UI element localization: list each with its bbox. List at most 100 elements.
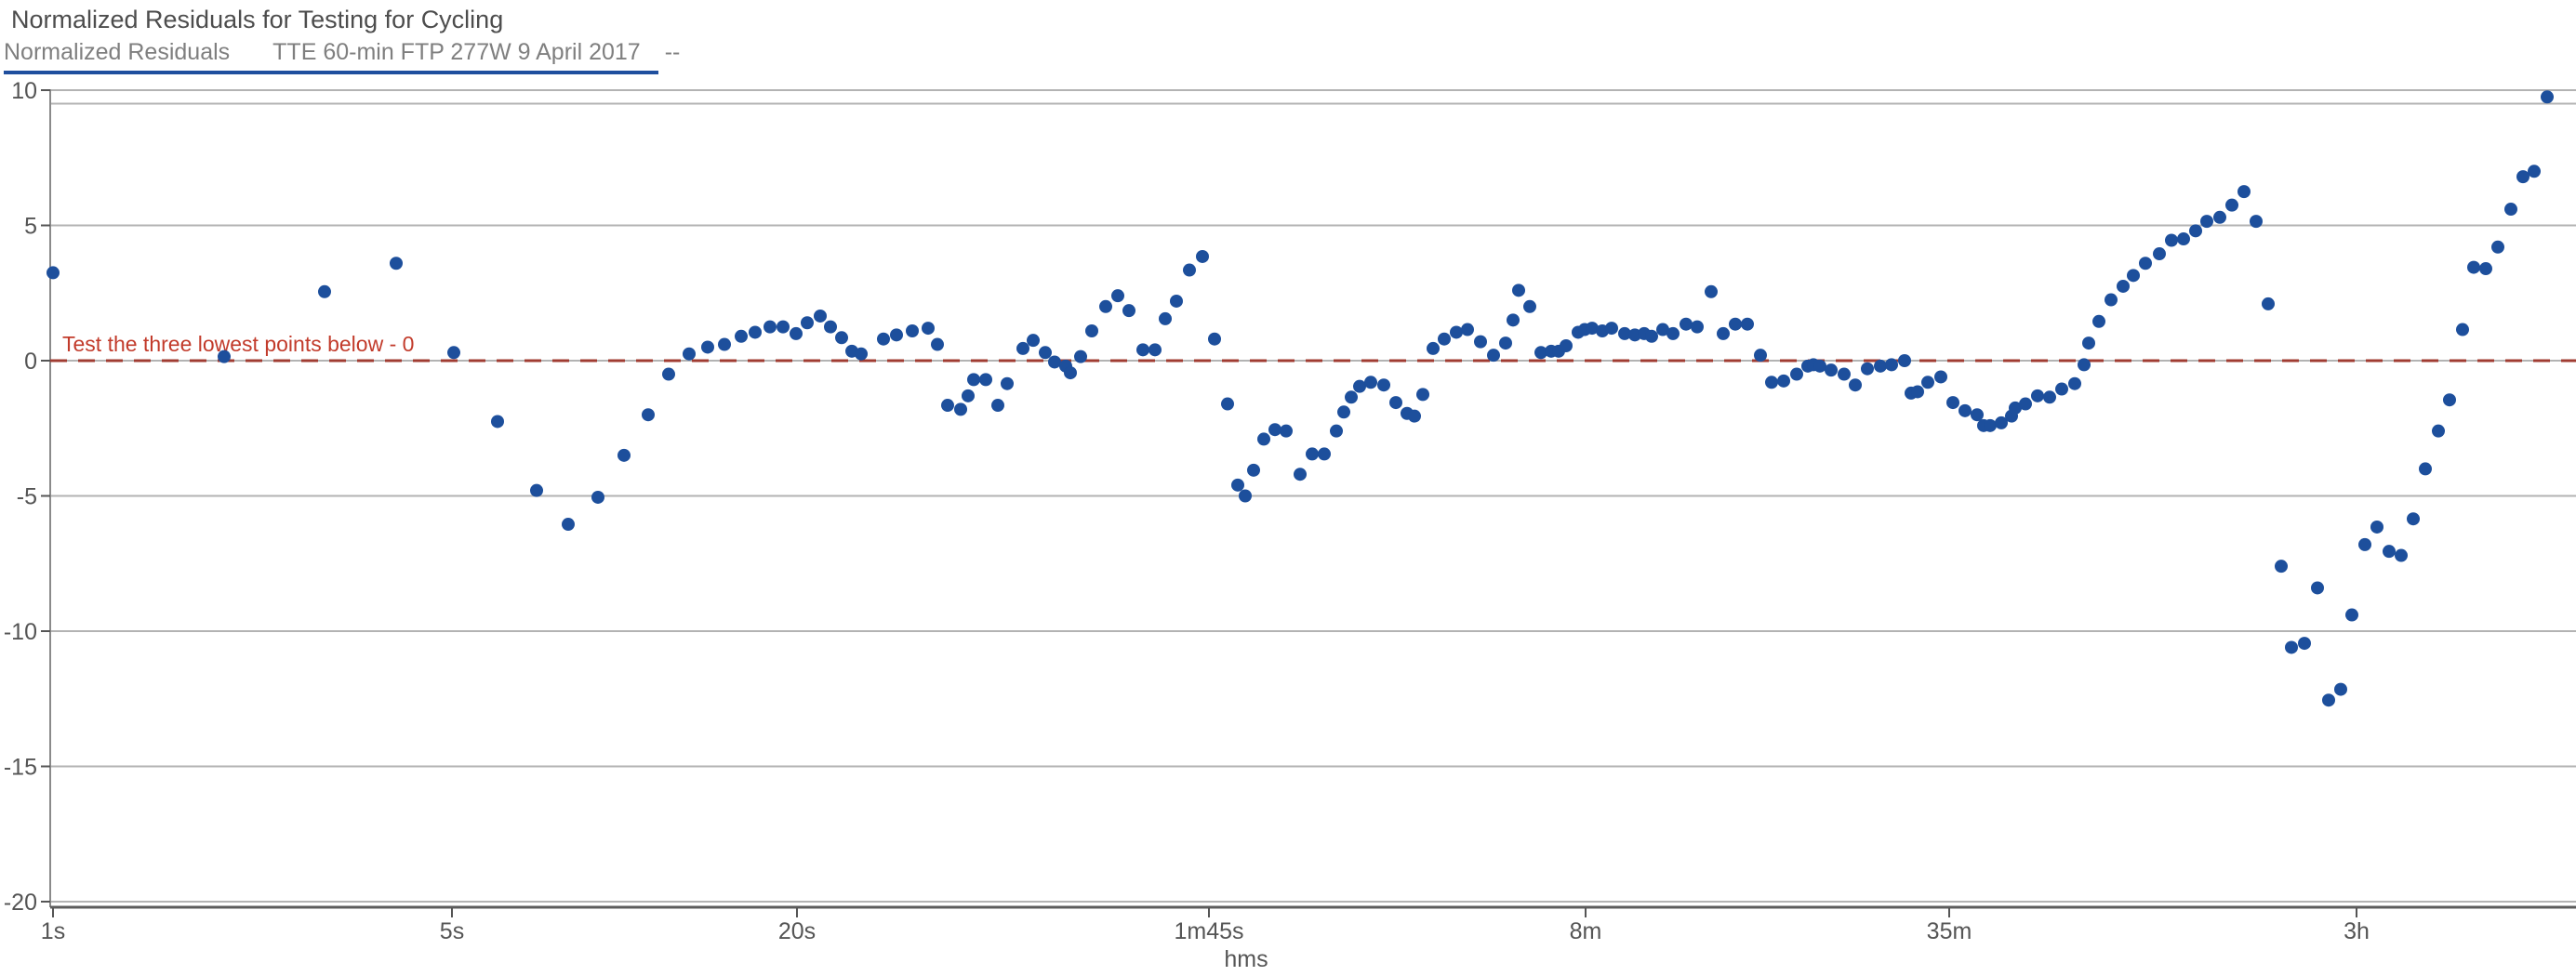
data-point[interactable] (1257, 432, 1270, 446)
data-point[interactable] (764, 320, 777, 334)
data-point[interactable] (1754, 349, 1767, 363)
data-point[interactable] (2165, 233, 2178, 247)
data-point[interactable] (2419, 462, 2432, 476)
data-point[interactable] (2443, 393, 2456, 407)
data-point[interactable] (790, 326, 803, 340)
data-point[interactable] (1474, 335, 1487, 349)
data-point[interactable] (1898, 354, 1911, 367)
data-point[interactable] (835, 331, 848, 345)
data-point[interactable] (2541, 90, 2554, 104)
data-point[interactable] (2345, 608, 2358, 622)
data-point[interactable] (1408, 409, 1421, 423)
data-point[interactable] (2479, 262, 2492, 276)
data-point[interactable] (877, 332, 890, 346)
data-point[interactable] (1159, 311, 1172, 325)
data-point[interactable] (1208, 332, 1221, 346)
data-point[interactable] (1027, 334, 1040, 348)
data-point[interactable] (1461, 323, 1474, 336)
data-point[interactable] (1717, 326, 1730, 340)
data-point[interactable] (1377, 378, 1390, 392)
data-point[interactable] (1136, 343, 1149, 357)
data-point[interactable] (562, 518, 575, 532)
data-point[interactable] (824, 320, 837, 334)
data-point[interactable] (2491, 240, 2504, 254)
data-point[interactable] (1911, 385, 1924, 399)
data-point[interactable] (1099, 299, 1112, 313)
data-point[interactable] (2200, 215, 2213, 229)
data-point[interactable] (2432, 424, 2445, 438)
data-point[interactable] (922, 322, 935, 336)
data-point[interactable] (1499, 336, 1512, 350)
data-point[interactable] (2139, 257, 2152, 270)
data-point[interactable] (1183, 263, 1196, 277)
data-point[interactable] (591, 490, 604, 504)
data-point[interactable] (2189, 224, 2202, 238)
data-point[interactable] (2009, 401, 2022, 415)
data-point[interactable] (1691, 320, 1704, 334)
data-point[interactable] (1330, 424, 1343, 438)
data-point[interactable] (1885, 358, 1898, 372)
data-point[interactable] (2213, 210, 2226, 224)
data-point[interactable] (1813, 359, 1826, 373)
data-point[interactable] (2127, 269, 2140, 283)
data-point[interactable] (2322, 693, 2335, 707)
data-point[interactable] (2117, 279, 2130, 293)
data-point[interactable] (1921, 376, 1934, 389)
data-point[interactable] (991, 399, 1004, 413)
data-point[interactable] (1294, 468, 1307, 481)
data-point[interactable] (1170, 294, 1183, 308)
data-point[interactable] (530, 483, 543, 497)
data-point[interactable] (1680, 317, 1693, 331)
data-point[interactable] (2407, 512, 2420, 526)
data-point[interactable] (718, 337, 731, 351)
data-point[interactable] (735, 329, 748, 343)
data-point[interactable] (2311, 581, 2324, 595)
data-point[interactable] (683, 347, 696, 361)
data-point[interactable] (1934, 370, 1947, 384)
data-point[interactable] (1995, 415, 2008, 429)
data-point[interactable] (954, 402, 967, 416)
data-point[interactable] (1149, 343, 1162, 357)
data-point[interactable] (906, 323, 919, 337)
data-point[interactable] (1353, 379, 1366, 393)
data-point[interactable] (701, 340, 714, 354)
data-point[interactable] (2019, 397, 2032, 411)
data-point[interactable] (1874, 359, 1887, 373)
data-point[interactable] (1507, 313, 1520, 327)
data-point[interactable] (491, 415, 504, 429)
data-point[interactable] (1074, 350, 1087, 363)
data-point[interactable] (2262, 297, 2275, 310)
data-point[interactable] (1450, 325, 1463, 339)
data-point[interactable] (1729, 317, 1742, 331)
data-point[interactable] (1512, 284, 1525, 297)
data-point[interactable] (2225, 198, 2238, 212)
data-point[interactable] (1534, 346, 1547, 360)
data-point[interactable] (1389, 396, 1402, 410)
data-point[interactable] (1777, 374, 1790, 388)
data-point[interactable] (1861, 362, 1874, 376)
data-point[interactable] (1001, 376, 1014, 390)
data-point[interactable] (2298, 637, 2311, 651)
data-point[interactable] (962, 389, 975, 402)
data-point[interactable] (642, 408, 655, 422)
data-point[interactable] (2504, 203, 2517, 217)
data-point[interactable] (390, 257, 403, 270)
data-point[interactable] (1085, 323, 1098, 337)
data-point[interactable] (1984, 418, 1997, 432)
data-point[interactable] (1825, 363, 1838, 377)
data-point[interactable] (1645, 329, 1658, 343)
data-point[interactable] (1656, 323, 1669, 336)
data-point[interactable] (2055, 382, 2068, 396)
data-point[interactable] (2456, 323, 2469, 336)
data-point[interactable] (1666, 326, 1680, 340)
data-point[interactable] (1318, 447, 1331, 461)
data-point[interactable] (2250, 215, 2263, 229)
data-point[interactable] (1560, 338, 1573, 352)
data-point[interactable] (814, 309, 827, 323)
data-point[interactable] (1337, 405, 1350, 419)
data-point[interactable] (2078, 358, 2091, 372)
data-point[interactable] (749, 325, 762, 339)
data-point[interactable] (1345, 390, 1358, 404)
data-point[interactable] (1765, 376, 1778, 389)
